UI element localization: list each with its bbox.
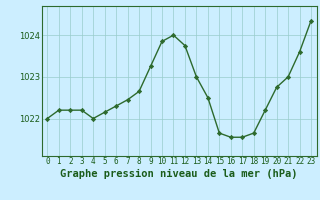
X-axis label: Graphe pression niveau de la mer (hPa): Graphe pression niveau de la mer (hPa) [60,169,298,179]
